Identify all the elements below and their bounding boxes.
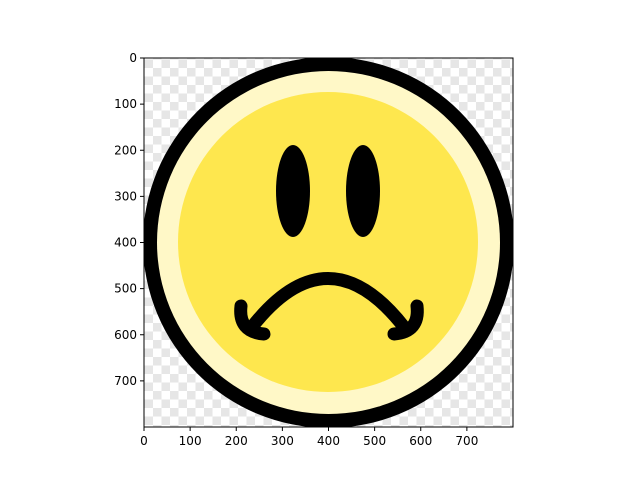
frown-mouth — [245, 272, 411, 334]
y-tick-label: 100 — [114, 97, 137, 111]
x-tick-label: 0 — [140, 434, 148, 448]
y-tick-label: 300 — [114, 189, 137, 203]
right-eye — [346, 145, 380, 237]
x-tick-label: 500 — [363, 434, 386, 448]
y-tick-label: 0 — [129, 51, 137, 65]
face-fill — [178, 92, 478, 392]
sad-face-emoji — [144, 58, 513, 427]
y-tick-label: 200 — [114, 143, 137, 157]
x-tick-label: 200 — [225, 434, 248, 448]
frown-left-end — [234, 299, 271, 341]
frown-right-end — [387, 299, 424, 341]
x-tick-label: 600 — [409, 434, 432, 448]
left-eye — [276, 145, 310, 237]
x-tick-label: 700 — [455, 434, 478, 448]
x-tick-label: 100 — [179, 434, 202, 448]
y-tick-label: 700 — [114, 374, 137, 388]
x-axis: 0 100 200 300 400 500 600 700 — [140, 427, 478, 448]
y-tick-label: 500 — [114, 282, 137, 296]
y-tick-label: 400 — [114, 236, 137, 250]
x-tick-label: 400 — [317, 434, 340, 448]
y-tick-label: 600 — [114, 328, 137, 342]
x-tick-label: 300 — [271, 434, 294, 448]
y-axis: 0 100 200 300 400 500 600 700 — [114, 51, 144, 388]
